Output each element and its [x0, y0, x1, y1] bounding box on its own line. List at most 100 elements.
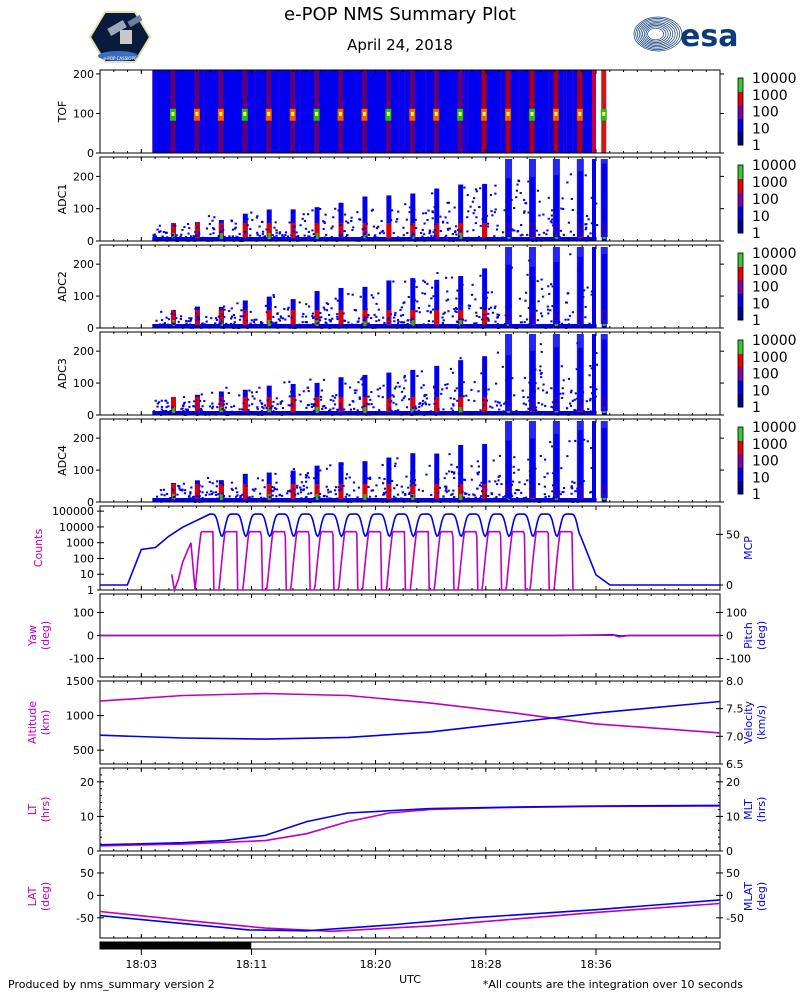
- adc-count-speck: [205, 227, 209, 230]
- colorbar-tick-label: 1000: [752, 350, 788, 366]
- adc-count-speck: [432, 295, 435, 298]
- adc-pulse-column: [458, 184, 464, 241]
- adc-count-speck: [411, 412, 414, 415]
- adc-count-speck: [432, 498, 436, 501]
- adc-count-speck: [336, 497, 339, 500]
- colorbar-frame: [737, 252, 744, 321]
- adc-count-speck: [250, 391, 254, 394]
- adc-count-speck: [333, 489, 337, 492]
- adc-count-speck: [561, 324, 565, 327]
- adc-count-speck: [566, 181, 569, 184]
- adc-pulse-red: [338, 223, 344, 238]
- adc-count-speck: [568, 440, 571, 443]
- adc-count-speck: [537, 401, 540, 404]
- colorbar-segment: [738, 78, 743, 92]
- adc-count-speck: [175, 317, 178, 320]
- adc-late-column: [576, 247, 584, 324]
- adc-count-speck: [394, 499, 398, 502]
- adc-count-speck: [183, 492, 187, 495]
- adc-pulse-red: [290, 310, 296, 325]
- adc-count-speck: [307, 235, 310, 238]
- adc-count-speck: [212, 491, 215, 494]
- adc-count-speck: [274, 472, 277, 475]
- adc-count-speck: [215, 317, 218, 320]
- adc-count-speck: [377, 319, 381, 322]
- adc-count-speck: [173, 309, 176, 312]
- adc-count-speck: [309, 378, 312, 381]
- adc-count-speck: [273, 226, 276, 229]
- adc-count-speck: [522, 395, 525, 398]
- adc-count-speck: [350, 500, 353, 503]
- adc-count-speck: [571, 399, 574, 402]
- adc-count-speck: [255, 391, 258, 394]
- adc-count-speck: [383, 493, 386, 496]
- adc-count-speck: [497, 479, 500, 482]
- adc-count-speck: [590, 196, 593, 199]
- adc-count-speck: [485, 239, 488, 242]
- adc-count-speck: [242, 402, 245, 405]
- adc-count-speck: [189, 492, 192, 495]
- adc-count-speck: [422, 212, 425, 215]
- adc-count-speck: [527, 307, 530, 310]
- adc-count-speck: [293, 325, 297, 328]
- adc-count-speck: [274, 221, 277, 224]
- adc-count-speck: [188, 317, 191, 320]
- spectrogram-noise-column: [398, 70, 400, 153]
- adc-count-speck: [324, 236, 327, 239]
- adc-count-speck: [159, 236, 162, 239]
- adc-count-speck: [535, 309, 538, 312]
- adc-count-speck: [551, 285, 554, 288]
- adc-count-speck: [377, 292, 380, 295]
- adc-count-speck: [311, 229, 314, 232]
- adc-count-speck: [547, 196, 550, 199]
- adc-count-speck: [566, 455, 569, 458]
- adc-count-speck: [326, 488, 330, 491]
- adc-count-speck: [562, 379, 565, 382]
- adc-count-speck: [431, 239, 435, 242]
- adc-pulse-red: [266, 223, 272, 238]
- adc-count-speck: [560, 365, 563, 368]
- adc-count-speck: [392, 495, 396, 498]
- adc-count-speck: [262, 236, 265, 239]
- adc-count-speck: [446, 383, 449, 386]
- adc-pulse-green: [267, 407, 271, 413]
- adc-count-speck: [200, 410, 203, 413]
- adc-count-speck: [431, 192, 434, 195]
- y-axis-label-right: (hrs): [755, 797, 768, 823]
- adc-count-speck: [287, 404, 290, 407]
- adc-count-speck: [276, 403, 279, 406]
- adc-count-speck: [447, 298, 450, 301]
- adc-count-speck: [409, 413, 412, 416]
- adc-count-speck: [450, 500, 453, 503]
- adc-count-speck: [337, 408, 340, 411]
- y-axis-label-left: (km): [39, 710, 52, 736]
- adc-count-speck: [217, 235, 220, 238]
- adc-count-speck: [360, 378, 363, 381]
- adc-pulse-column: [338, 377, 344, 415]
- adc-count-speck: [215, 497, 219, 500]
- adc-count-speck: [431, 320, 435, 323]
- tof-peak-core: [315, 111, 319, 116]
- y-axis-label-right: (deg): [755, 621, 768, 650]
- adc-count-speck: [536, 319, 539, 322]
- adc-count-speck: [407, 486, 410, 489]
- adc-count-speck: [279, 402, 282, 405]
- adc-count-speck: [404, 379, 407, 382]
- adc-count-speck: [213, 413, 216, 416]
- adc-count-speck: [301, 217, 304, 220]
- adc-count-speck: [411, 317, 414, 320]
- adc-count-speck: [427, 324, 430, 327]
- series-line-lat: [99, 902, 721, 933]
- adc-count-speck: [325, 485, 328, 488]
- adc-count-speck: [256, 215, 259, 218]
- adc-count-speck: [334, 486, 338, 489]
- adc-count-speck: [246, 497, 250, 500]
- adc-count-speck: [493, 211, 496, 214]
- adc-count-speck: [237, 239, 240, 242]
- adc-pulse-red: [338, 310, 344, 325]
- adc-count-speck: [365, 462, 368, 465]
- adc-count-speck: [343, 408, 346, 411]
- adc-count-speck: [525, 318, 529, 321]
